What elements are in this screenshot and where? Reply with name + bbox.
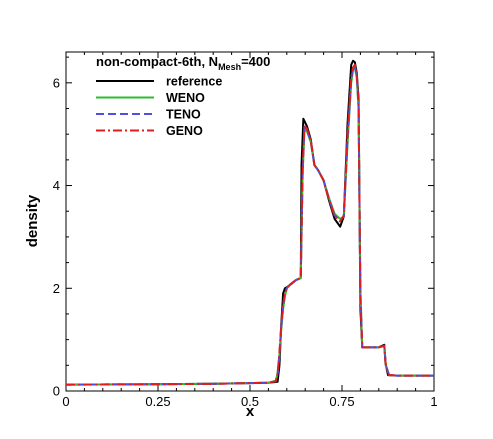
x-tick-label: 0.75: [329, 394, 354, 409]
y-tick-label: 0: [53, 384, 60, 399]
series-layer: [65, 59, 434, 386]
legend-title-main: non-compact-6th, N: [96, 54, 218, 69]
x-tick-label: 0.25: [145, 394, 170, 409]
y-axis-title: density: [24, 194, 41, 247]
series-line-geno: [65, 63, 434, 386]
y-tick-label: 2: [53, 281, 60, 296]
x-tick-label: 0: [62, 394, 69, 409]
x-tick-label: 1: [430, 394, 437, 409]
x-axis-title: x: [246, 403, 255, 420]
plot-area: [65, 51, 435, 392]
y-tick-label: 4: [53, 178, 60, 193]
legend-label-reference: reference: [166, 75, 222, 89]
legend: non-compact-6th, NMesh=400 reference WENO…: [96, 54, 270, 138]
y-axis: 0 2 4 6: [53, 56, 434, 399]
legend-title-subscript: Mesh: [218, 62, 241, 72]
legend-label-geno: GENO: [166, 124, 203, 138]
x-axis: 0 0.25 0.5 0.75 1: [62, 52, 438, 409]
y-tick-label: 6: [53, 75, 60, 90]
legend-entries: reference WENO TENO GENO: [96, 75, 222, 138]
legend-title-suffix: =400: [241, 54, 270, 69]
legend-title: non-compact-6th, NMesh=400: [96, 54, 270, 72]
legend-label-weno: WENO: [166, 91, 205, 105]
legend-label-teno: TENO: [166, 108, 201, 122]
x-tick-label: 0.5: [241, 394, 259, 409]
